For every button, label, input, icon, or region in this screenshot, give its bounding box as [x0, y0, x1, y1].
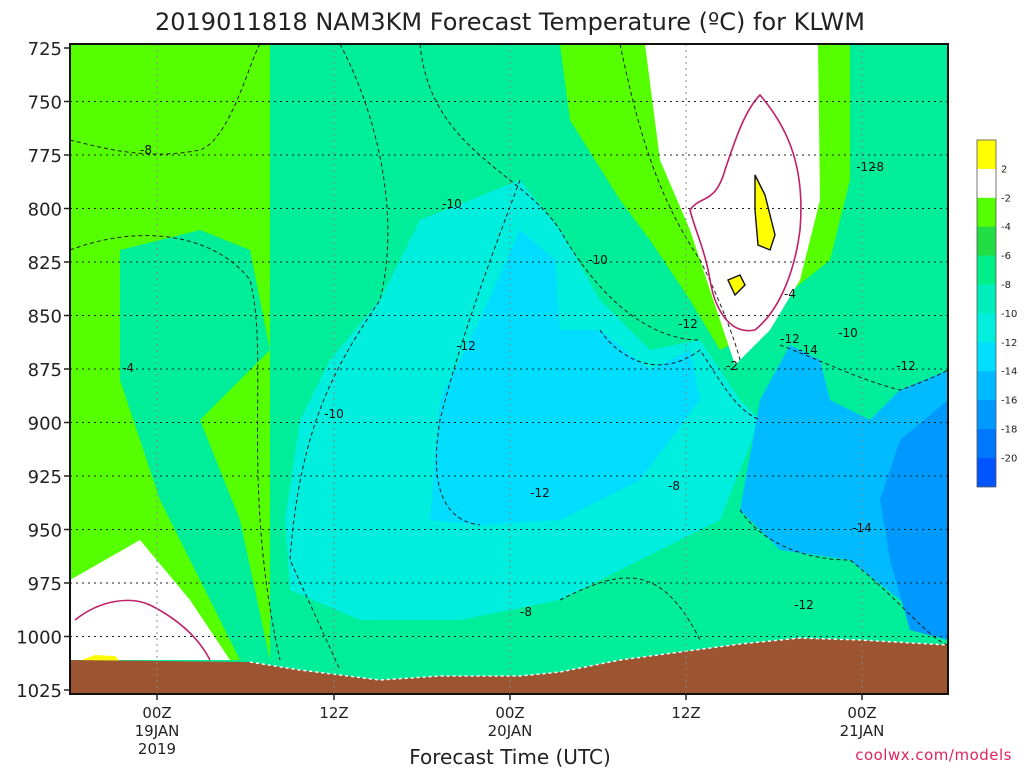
- contour-label: -8: [668, 479, 680, 493]
- field-coldest-east-core: [880, 400, 948, 640]
- colorbar-swatch: [977, 197, 996, 228]
- colorbar-swatch: [977, 226, 996, 257]
- x-tick-date: 19JAN: [135, 722, 180, 740]
- colorbar-tick-label: -18: [1001, 425, 1017, 436]
- colorbar-swatch: [977, 429, 996, 459]
- colorbar-swatch: [977, 400, 996, 430]
- contour-label: -14: [852, 521, 872, 535]
- y-tick-label: 925: [28, 467, 62, 488]
- colorbar-swatch: [977, 313, 996, 343]
- colorbar-tick-label: -14: [1001, 367, 1017, 378]
- contour-label: -10: [838, 326, 858, 340]
- contour-label: -12: [794, 598, 814, 612]
- y-tick-label: 775: [28, 146, 62, 167]
- contour-labels: -8-10-10-4-12-10-12-12 -8-8 -12-12-2-4-14-…: [122, 143, 916, 619]
- contour-label: -12: [780, 332, 800, 346]
- colorbar-tick-label: -8: [1001, 280, 1011, 291]
- contour-label: -10: [324, 407, 344, 421]
- x-tick-hour: 12Z: [671, 704, 700, 722]
- grid-lines-horizontal: [70, 101, 948, 637]
- y-tick-label: 725: [28, 39, 62, 60]
- colorbar-swatch: [977, 457, 996, 488]
- plot-area: -8-10-10-4-12-10-12-12 -8-8 -12-12-2-4-14-…: [69, 43, 949, 695]
- freezing-line-contours: [74, 93, 802, 661]
- field-above-zero-top: [755, 175, 775, 250]
- contour-label: -12: [456, 339, 476, 353]
- x-axis-label: Forecast Time (UTC): [409, 745, 611, 768]
- colorbar-swatch: [977, 255, 996, 285]
- x-tick-date: 21JAN: [840, 722, 885, 740]
- contour-label: -14: [798, 343, 818, 357]
- colorbar-swatch: [977, 371, 996, 401]
- terrain-ground: [70, 638, 948, 694]
- x-tick-hour: 00Z: [142, 704, 171, 722]
- terrain-edge: [249, 637, 949, 681]
- colorbar-tick-label: 2: [1001, 164, 1007, 175]
- credit-text: coolwx.com/models: [855, 746, 1012, 764]
- contour-label: -4: [784, 287, 796, 301]
- colorbar: 2 -2 -4 -6 -8 -10 -12 -14 -16 -18 -20: [976, 139, 1017, 488]
- colorbar-tick-label: -16: [1001, 396, 1017, 407]
- colorbar-swatch: [977, 140, 996, 170]
- x-tick-date: 20JAN: [488, 722, 533, 740]
- contour-label: -10: [588, 253, 608, 267]
- x-tick-hour: 12Z: [319, 704, 348, 722]
- y-tick-label: 1000: [16, 628, 62, 649]
- x-tick-hour: 00Z: [495, 704, 524, 722]
- colorbar-swatch: [977, 342, 996, 372]
- contour-label: -8: [140, 143, 152, 157]
- y-tick-label: 825: [28, 253, 62, 274]
- contour-label: -8: [872, 160, 884, 174]
- y-tick-label: 975: [28, 574, 62, 595]
- field-colder-region: [430, 230, 700, 525]
- colorbar-tick-label: -6: [1001, 251, 1011, 262]
- colorbar-swatch: [977, 284, 996, 314]
- y-tick-label: 800: [28, 200, 62, 221]
- colorbar-frame: [976, 139, 997, 488]
- colorbar-tick-label: -4: [1001, 222, 1011, 233]
- field-warmest-sfc: [70, 540, 230, 660]
- zero-line-contours: [727, 174, 776, 297]
- contour-label: -12: [678, 317, 698, 331]
- colorbar-swatch: [977, 168, 996, 199]
- field-warm-west-band: [70, 44, 270, 660]
- field-warmest-top: [645, 44, 820, 365]
- chart-title: 2019011818 NAM3KM Forecast Temperature (…: [155, 8, 865, 36]
- y-tick-label: 850: [28, 307, 62, 328]
- contour-label: -12: [896, 359, 916, 373]
- contour-label: -8: [520, 605, 532, 619]
- grid-lines-vertical: [156, 44, 863, 694]
- field-above-zero-small: [728, 275, 745, 295]
- y-tick-label: 1025: [16, 681, 62, 702]
- y-tick-label: 750: [28, 93, 62, 114]
- contour-label: -4: [122, 361, 134, 375]
- contour-label: -2: [726, 359, 738, 373]
- x-tick-hour: 00Z: [847, 704, 876, 722]
- colorbar-tick-label: -2: [1001, 193, 1011, 204]
- contour-lines: [69, 43, 949, 671]
- y-axis: 725 750 775 800 825 850 875 900 925 950 975 1000 102…: [16, 39, 70, 702]
- y-tick-label: 900: [28, 414, 62, 435]
- colorbar-tick-label: -20: [1001, 453, 1017, 464]
- colorbar-tick-label: -12: [1001, 338, 1017, 349]
- contour-label: -10: [442, 197, 462, 211]
- contour-label: -12: [530, 486, 550, 500]
- contour-label: -12: [856, 160, 876, 174]
- x-tick-year: 2019: [138, 740, 176, 758]
- colorbar-tick-label: -10: [1001, 309, 1017, 320]
- y-tick-label: 875: [28, 360, 62, 381]
- y-tick-label: 950: [28, 521, 62, 542]
